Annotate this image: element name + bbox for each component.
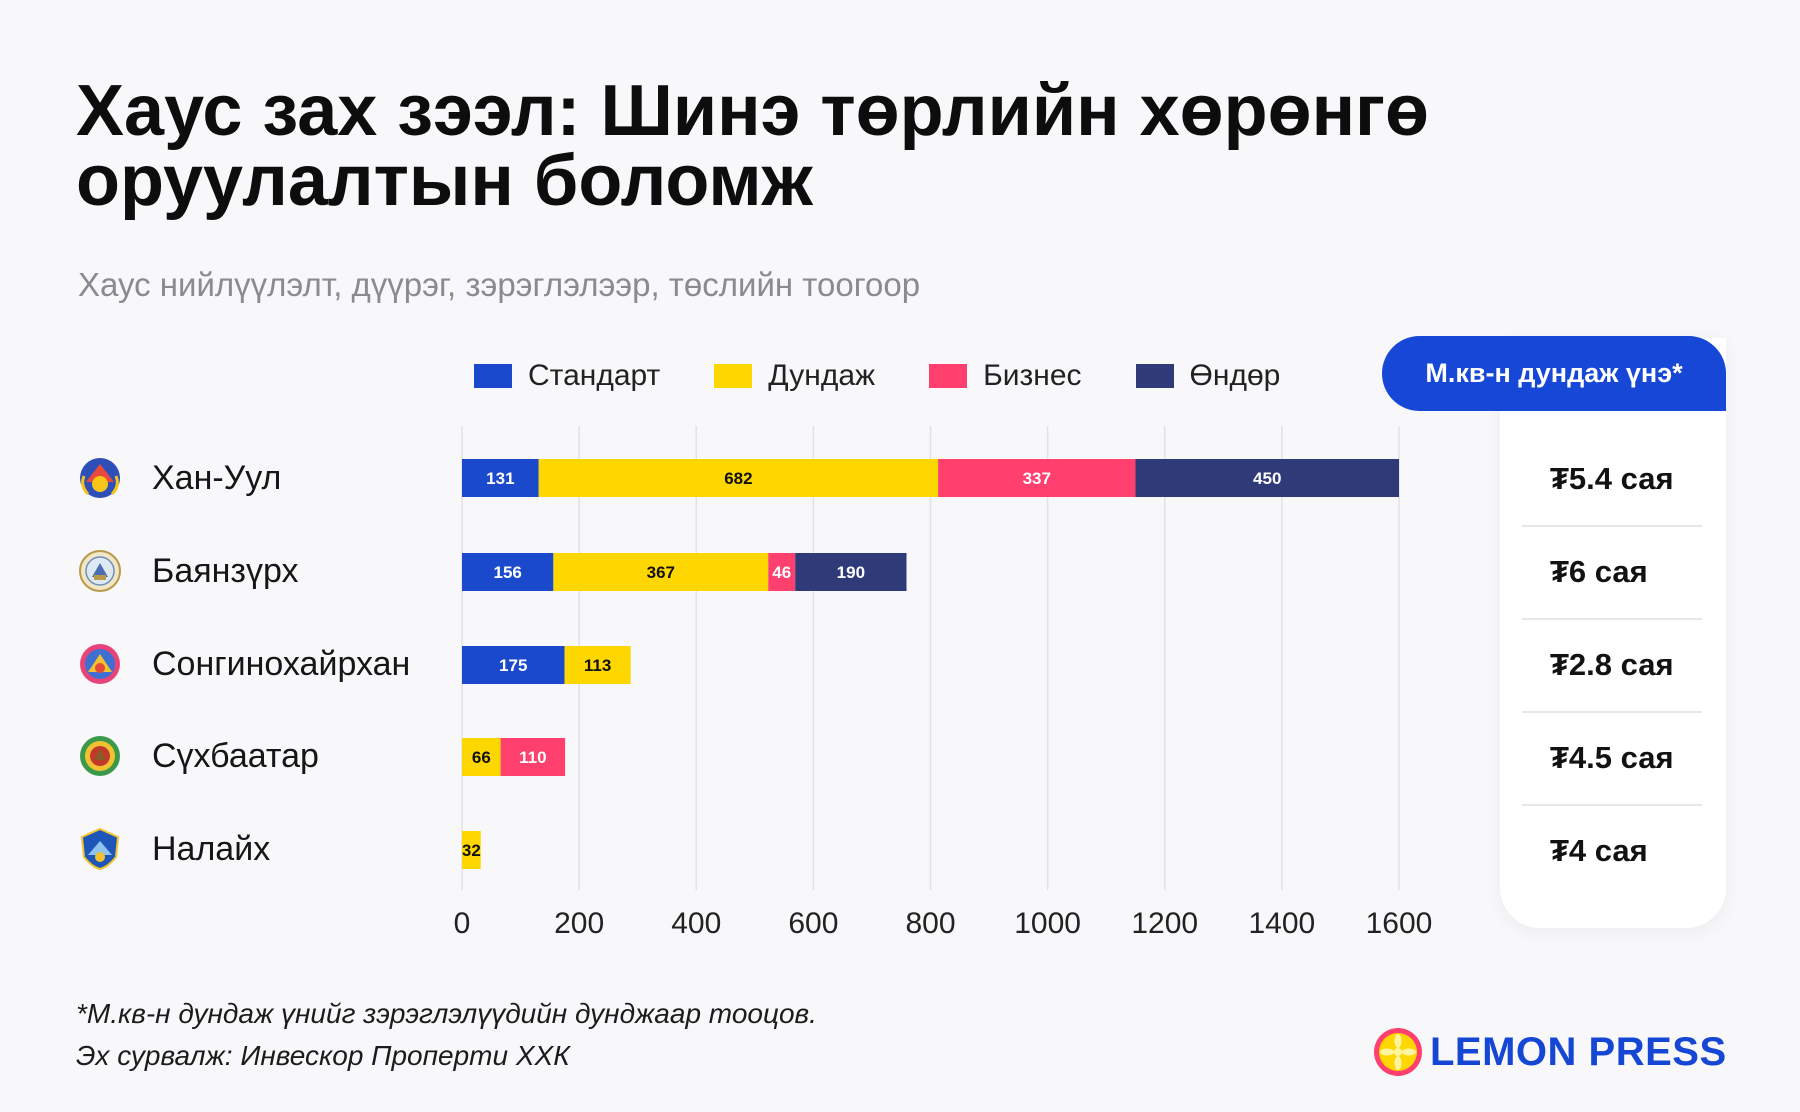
- bar-segment: [462, 459, 539, 497]
- x-tick-label: 1000: [1014, 907, 1081, 940]
- bar-value-label: 682: [724, 469, 752, 488]
- bar-segment: [462, 646, 565, 684]
- district-row-songinokhairkhan: Сонгинохайрхан: [78, 639, 410, 689]
- bar-segment: [564, 646, 631, 684]
- price-value-bayanzurkh: ₮6 сая: [1550, 553, 1648, 589]
- district-row-khan-uul: Хан-Уул: [78, 453, 281, 503]
- price-panel-header: М.кв-н дундаж үнэ*: [1382, 336, 1726, 411]
- bar-segment: [553, 553, 769, 591]
- bar-value-label: 450: [1253, 469, 1281, 488]
- bar-value-label: 66: [472, 748, 491, 767]
- bayanzurkh-emblem-icon: [79, 550, 121, 592]
- price-value-khan-uul: ₮5.4 сая: [1550, 460, 1674, 496]
- songinokhairkhan-emblem-icon: [80, 644, 120, 684]
- legend-swatch-medium: [714, 364, 753, 388]
- price-panel: [1500, 338, 1726, 928]
- page-subtitle: Хаус нийлүүлэлт, дүүрэг, зэрэглэлээр, тө…: [78, 266, 921, 303]
- district-name: Сүхбаатар: [152, 736, 319, 775]
- chart-legend: Стандарт Дундаж Бизнес Өндөр: [474, 356, 1334, 396]
- bar-segment: [500, 738, 566, 776]
- bar-value-label: 337: [1023, 469, 1051, 488]
- bar-value-label: 175: [499, 656, 527, 675]
- bar-segment: [1135, 459, 1399, 497]
- price-divider: [1522, 804, 1702, 806]
- price-divider: [1522, 711, 1702, 713]
- price-value-songinokhairkhan: ₮2.8 сая: [1550, 646, 1674, 682]
- legend-item-business: Бизнес: [929, 359, 1082, 393]
- bar-segment: [795, 553, 907, 591]
- price-value-sukhbaatar: ₮4.5 сая: [1550, 739, 1674, 775]
- sukhbaatar-emblem-icon: [80, 736, 120, 776]
- footnote-note: *М.кв-н дундаж үнийг зэрэглэлүүдийн дунд…: [76, 998, 817, 1029]
- legend-swatch-standard: [474, 364, 512, 388]
- district-row-nalaikh: Налайх: [78, 824, 270, 874]
- x-tick-label: 1400: [1249, 907, 1316, 940]
- legend-label-high: Өндөр: [1189, 359, 1281, 392]
- x-tick-label: 1200: [1131, 907, 1198, 940]
- bar-value-label: 46: [772, 563, 791, 582]
- bar-segment: [462, 738, 501, 776]
- district-row-sukhbaatar: Сүхбаатар: [78, 731, 319, 781]
- x-tick-label: 1600: [1366, 907, 1433, 940]
- bar-segment: [462, 831, 481, 869]
- legend-item-high: Өндөр: [1135, 359, 1281, 393]
- legend-label-business: Бизнес: [983, 359, 1082, 392]
- bar-value-label: 32: [462, 841, 481, 860]
- khan-uul-emblem-icon: [80, 458, 120, 498]
- legend-item-standard: Стандарт: [474, 359, 660, 393]
- lemon-icon: [1374, 1028, 1422, 1076]
- legend-label-medium: Дундаж: [768, 359, 876, 392]
- legend-label-standard: Стандарт: [528, 359, 661, 392]
- x-tick-label: 0: [454, 907, 471, 940]
- district-name: Хан-Уул: [152, 458, 282, 497]
- footnote-source: Эх сурвалж: Инвескор Проперти ХХК: [76, 1040, 570, 1071]
- nalaikh-emblem-icon: [80, 827, 120, 871]
- price-value-nalaikh: ₮4 сая: [1550, 832, 1648, 868]
- bar-value-label: 113: [584, 656, 611, 675]
- bar-segment: [768, 553, 796, 591]
- x-tick-label: 400: [671, 907, 721, 940]
- district-name: Сонгинохайрхан: [152, 644, 411, 683]
- bar-value-label: 190: [837, 563, 865, 582]
- bar-segment: [938, 459, 1136, 497]
- district-name: Налайх: [152, 829, 271, 868]
- district-row-bayanzurkh: Баянзүрх: [78, 546, 299, 596]
- bar-segment: [462, 553, 554, 591]
- bar-segment: [538, 459, 939, 497]
- bar-value-label: 131: [486, 469, 514, 488]
- logo: LEMON PRESS: [1372, 1024, 1727, 1080]
- legend-swatch-business: [929, 364, 968, 388]
- bar-value-label: 110: [519, 748, 546, 767]
- x-tick-label: 600: [788, 907, 838, 940]
- price-divider: [1522, 525, 1702, 527]
- logo-text: LEMON PRESS: [1430, 1029, 1727, 1074]
- district-name: Баянзүрх: [152, 551, 299, 590]
- page-title: Хаус зах зээл: Шинэ төрлийн хөрөнгө оруу…: [76, 71, 1430, 221]
- price-divider: [1522, 618, 1702, 620]
- bar-value-label: 367: [647, 563, 675, 582]
- x-tick-label: 800: [905, 907, 955, 940]
- bar-value-label: 156: [493, 563, 521, 582]
- legend-item-medium: Дундаж: [714, 359, 875, 393]
- x-tick-label: 200: [554, 907, 604, 940]
- legend-swatch-high: [1135, 364, 1174, 388]
